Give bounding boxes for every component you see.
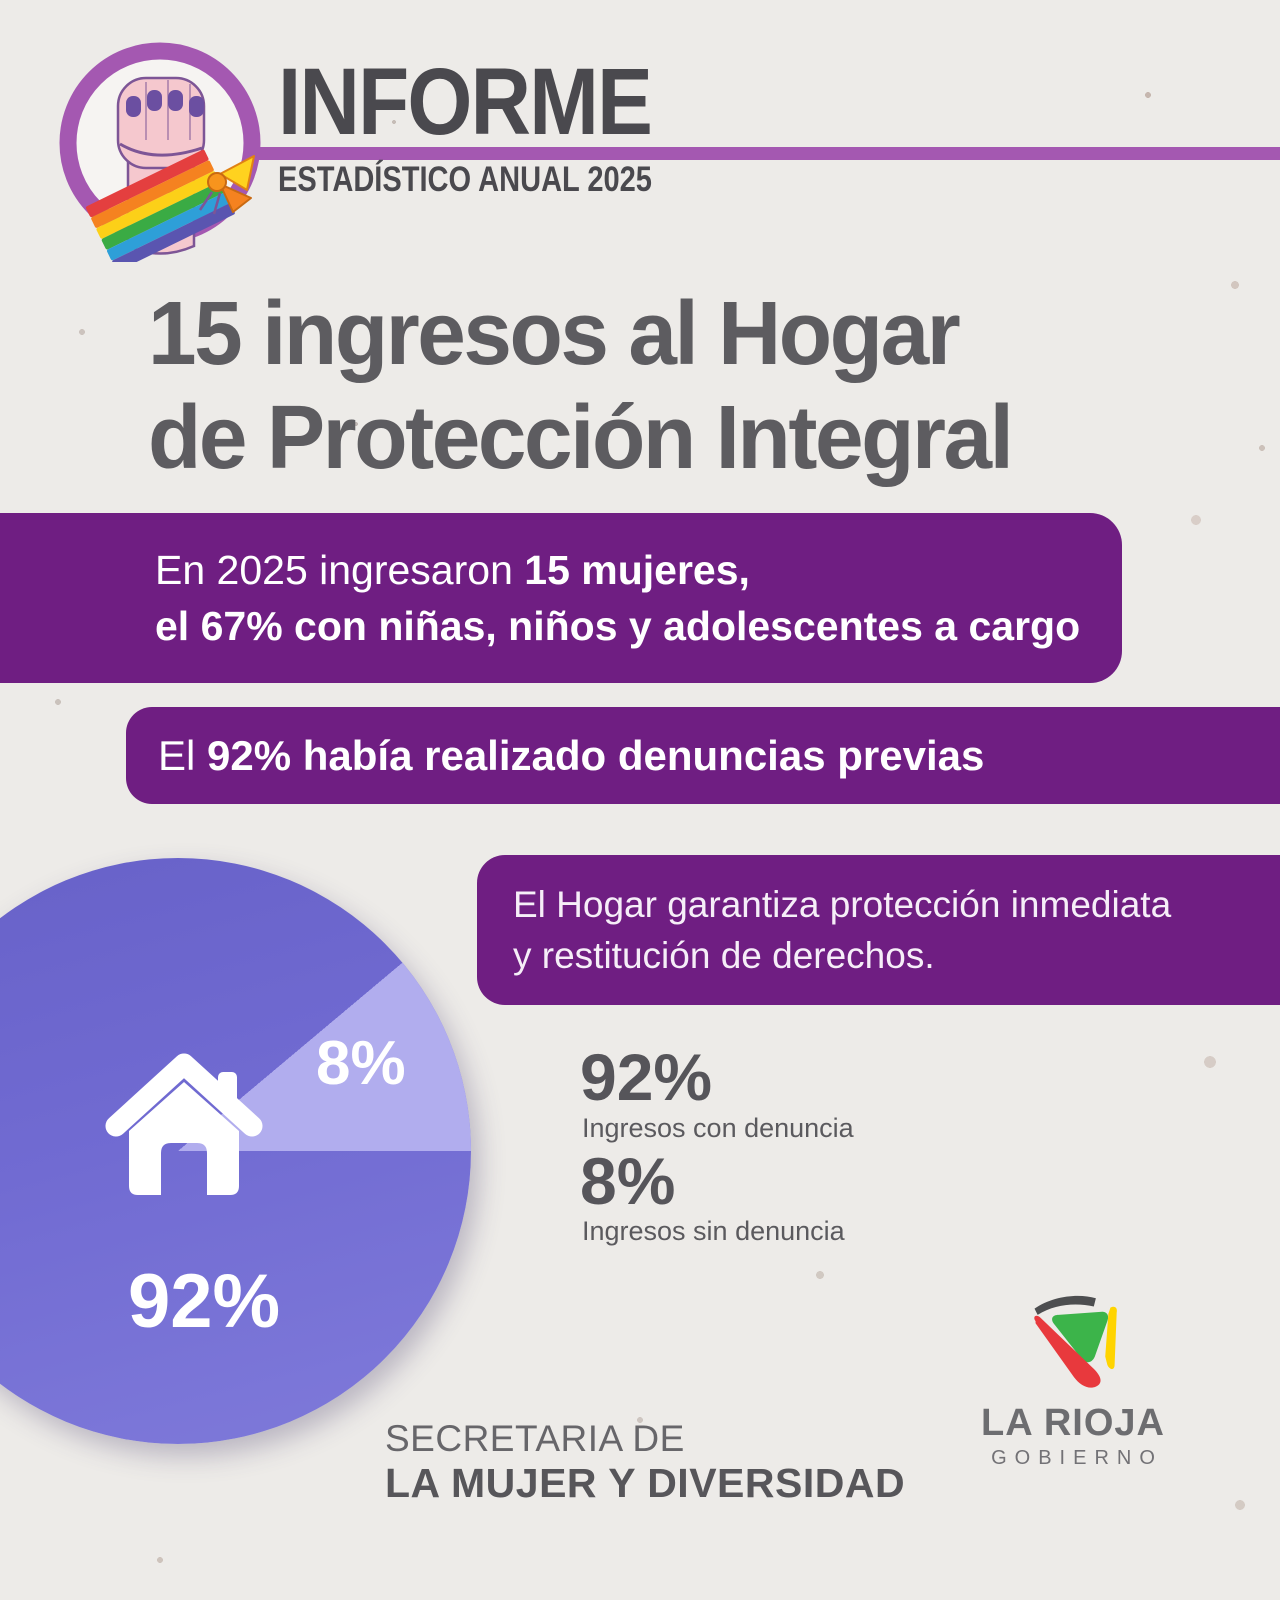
la-rioja-gobierno: GOBIERNO bbox=[991, 1447, 1163, 1469]
legend-value-sin-denuncia: 8% bbox=[580, 1144, 676, 1218]
page-title-line1: 15 ingresos al Hogar bbox=[148, 284, 961, 384]
banner-ingresos-mujeres: En 2025 ingresaron 15 mujeres, el 67% co… bbox=[0, 513, 1122, 683]
banner-proteccion-inmediata: El Hogar garantiza protección inmediata … bbox=[477, 855, 1280, 1005]
la-rioja-logo: LA RIOJA GOBIERNO bbox=[950, 1292, 1196, 1470]
legend-value-con-denuncia: 92% bbox=[580, 1040, 713, 1114]
pride-fist-icon bbox=[59, 42, 261, 262]
page-title: 15 ingresos al Hogar de Protección Integ… bbox=[148, 282, 1215, 490]
banner1-line1: En 2025 ingresaron 15 mujeres, bbox=[155, 547, 750, 593]
la-rioja-name: LA RIOJA bbox=[981, 1402, 1165, 1444]
header-title: INFORME bbox=[278, 49, 653, 155]
secretaria-line2: LA MUJER Y DIVERSIDAD bbox=[385, 1460, 906, 1506]
banner3-line2: y restitución de derechos. bbox=[513, 935, 935, 976]
secretaria-line1: SECRETARIA DE bbox=[385, 1418, 685, 1459]
banner2-line1: El 92% había realizado denuncias previas bbox=[158, 731, 985, 779]
pie-label-92: 92% bbox=[128, 1259, 281, 1344]
banner3-line1: El Hogar garantiza protección inmediata bbox=[513, 884, 1172, 925]
header-subtitle: ESTADÍSTICO ANUAL 2025 bbox=[278, 160, 652, 199]
legend-label-sin-denuncia: Ingresos sin denuncia bbox=[582, 1216, 845, 1246]
page-title-line2: de Protección Integral bbox=[148, 388, 1014, 488]
banner1-line2: el 67% con niñas, niños y adolescentes a… bbox=[155, 603, 1081, 649]
header-divider-line bbox=[220, 147, 1280, 160]
banner-denuncias-previas: El 92% había realizado denuncias previas bbox=[126, 707, 1280, 804]
la-rioja-mark-icon bbox=[1034, 1295, 1117, 1388]
legend-label-con-denuncia: Ingresos con denuncia bbox=[582, 1113, 854, 1143]
home-icon bbox=[105, 1053, 263, 1195]
pie-label-8: 8% bbox=[316, 1029, 406, 1098]
